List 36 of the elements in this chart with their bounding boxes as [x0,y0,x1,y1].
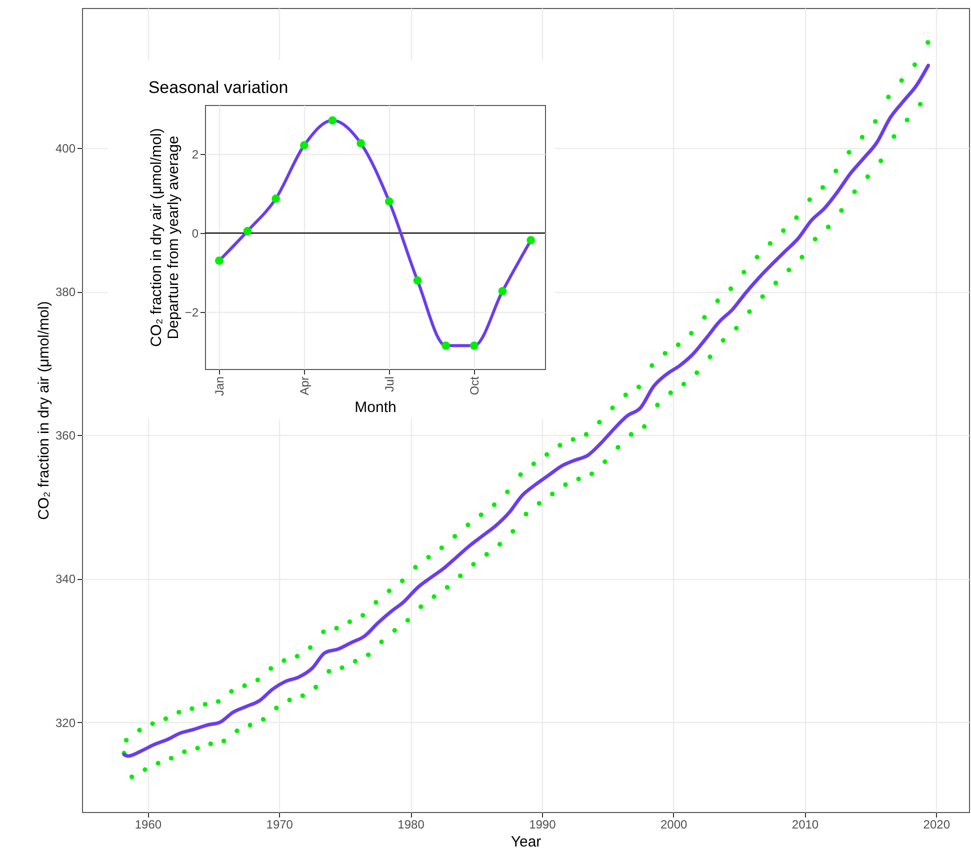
y-tick-label: 2 [192,148,199,162]
point [214,256,224,265]
y-tick-label: −2 [184,306,199,320]
point [384,197,394,206]
point [526,236,536,244]
x-axis-title: Month [354,398,396,416]
point [413,276,422,285]
x-tick-label: 1990 [529,818,556,832]
x-tick-label: 2010 [792,818,819,832]
x-tick-label: 2020 [923,818,950,832]
y-axis-title: CO₂ fraction in dry air (μmol/mol) Departure from yearly average [148,128,182,347]
x-tick-label: Oct [468,376,482,396]
x-tick-label: 2000 [660,818,688,832]
x-tick-label: Jul [382,376,397,392]
x-tick-label: Apr [298,376,312,396]
x-tick-label: 1960 [134,818,162,832]
point [300,141,308,150]
y-tick-label: 340 [55,572,76,586]
x-tick-label: 1970 [266,818,294,832]
y-tick-label: 400 [55,141,76,156]
y-tick-label: 320 [55,716,76,730]
y-tick-label: 360 [55,428,76,443]
x-axis-title: Year [510,834,542,850]
point [243,226,252,236]
x-tick-label: Jan [212,376,227,396]
point [272,194,280,203]
y-axis-title: CO₂ fraction in dry air (μmol/mol) [35,301,52,520]
point [356,139,366,148]
x-tick-label: 1980 [398,818,425,832]
point [470,342,478,350]
y-tick-label: 0 [192,226,199,241]
y-tick-label: 380 [55,285,76,300]
point [328,116,337,125]
chart-title: Seasonal variation [148,78,288,97]
point [442,342,450,350]
point [498,286,507,296]
